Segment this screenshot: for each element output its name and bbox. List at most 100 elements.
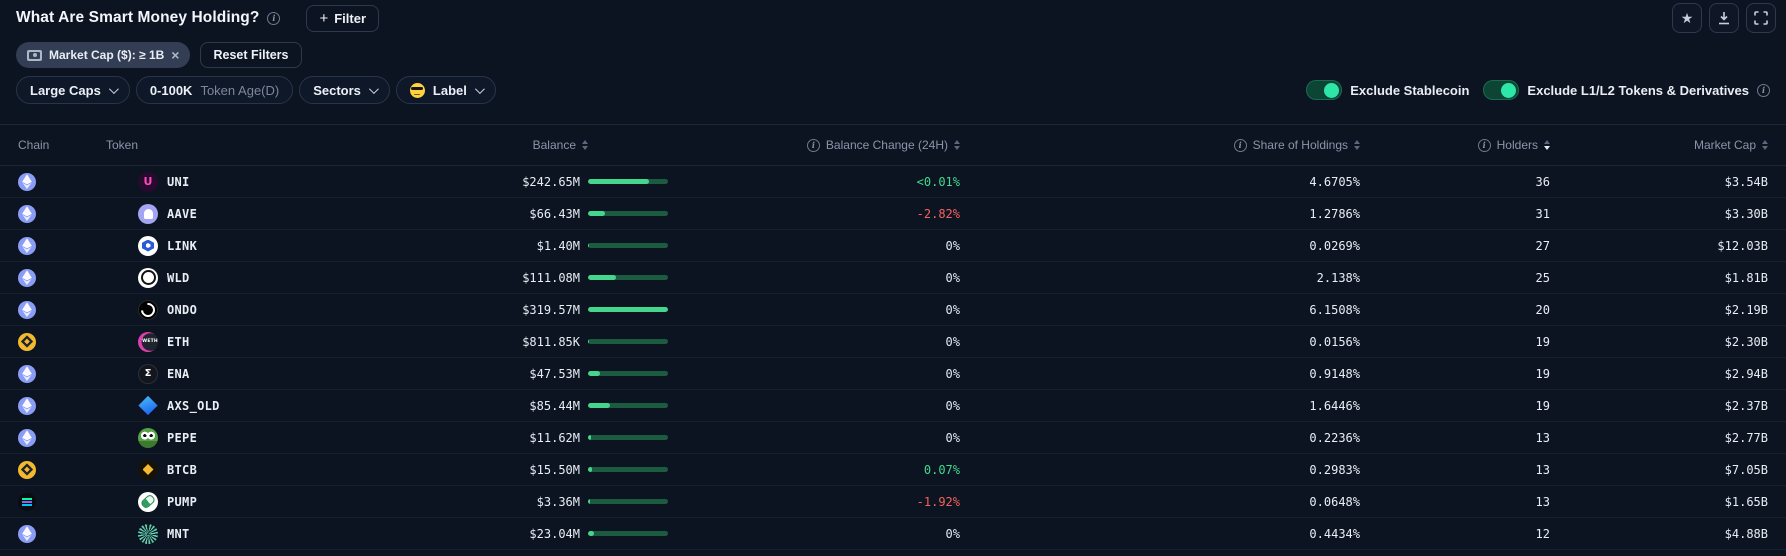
eth-token-icon [138,331,158,352]
info-icon[interactable]: i [1757,83,1770,97]
filter-chip-market-cap[interactable]: Market Cap ($): ≥ 1B × [16,42,191,68]
balance-change-value: 0% [945,334,960,349]
balance-value: $66.43M [529,206,580,221]
column-header-balance-change[interactable]: i Balance Change (24H) [668,138,960,152]
token-age-input[interactable]: 0-100K Token Age(D) [135,76,294,104]
table-row[interactable]: BTCB $15.50M 0.07% 0.2983% 13 $7.05B [0,454,1786,486]
balance-value: $811.85K [522,334,580,349]
share-of-holdings-value: 0.4434% [1309,526,1360,541]
holders-value: 20 [1535,302,1550,317]
info-icon: i [806,138,820,152]
balance-bar [588,467,668,472]
market-cap-value: $3.30B [1724,206,1768,221]
table-row[interactable]: WLD $111.08M 0% 2.138% 25 $1.81B [0,262,1786,294]
pepe-token-icon [138,427,158,448]
holders-value: 19 [1535,366,1550,381]
table-row[interactable]: PEPE $11.62M 0% 0.2236% 13 $2.77B [0,422,1786,454]
info-icon: i [1477,138,1491,152]
column-header-share-of-holdings[interactable]: i Share of Holdings [960,138,1360,152]
favorite-button[interactable]: ★ [1672,3,1702,33]
btcb-token-icon [138,459,158,480]
add-filter-button[interactable]: + Filter [306,4,380,32]
bnb-chain-icon [18,332,36,351]
table-row[interactable]: MNT $23.04M 0% 0.4434% 12 $4.88B [0,518,1786,550]
balance-bar [588,179,668,184]
balance-bar [588,275,668,280]
balance-change-value: 0% [945,526,960,541]
column-header-balance[interactable]: Balance [406,138,668,152]
balance-change-value: 0% [945,238,960,253]
share-of-holdings-value: 0.0156% [1309,334,1360,349]
share-of-holdings-value: 0.0648% [1309,494,1360,509]
market-cap-value: $7.05B [1724,462,1768,477]
sectors-dropdown[interactable]: Sectors [299,76,390,104]
market-cap-value: $12.03B [1717,238,1768,253]
share-of-holdings-value: 6.1508% [1309,302,1360,317]
table-row[interactable]: ONDO $319.57M 0% 6.1508% 20 $2.19B [0,294,1786,326]
market-cap-value: $3.54B [1724,174,1768,189]
column-header-holders[interactable]: i Holders [1360,138,1550,152]
download-button[interactable] [1709,3,1739,33]
token-symbol: BTCB [167,462,198,477]
ena-token-icon [138,363,158,384]
panel-actions: ★ [1672,3,1776,33]
title-info-icon[interactable]: i [267,11,281,25]
controls-row: Large Caps 0-100K Token Age(D) Sectors L… [0,68,1786,104]
holders-value: 25 [1535,270,1550,285]
ethereum-chain-icon [18,364,36,383]
table-row[interactable]: LINK $1.40M 0% 0.0269% 27 $12.03B [0,230,1786,262]
market-cap-value: $1.65B [1724,494,1768,509]
topbar: What Are Smart Money Holding? i + Filter… [0,0,1786,33]
remove-filter-icon[interactable]: × [171,47,180,63]
balance-bar [588,243,668,248]
holdings-table: Chain Token Balance i Balance Change (24… [0,124,1786,550]
market-cap-value: $2.19B [1724,302,1768,317]
page-title: What Are Smart Money Holding? [16,9,260,26]
table-row[interactable]: AXS_OLD $85.44M 0% 1.6446% 19 $2.37B [0,390,1786,422]
balance-change-value: 0% [945,398,960,413]
holders-value: 19 [1535,334,1550,349]
token-symbol: WLD [167,270,190,285]
column-header-market-cap[interactable]: Market Cap [1550,138,1786,152]
balance-bar [588,371,668,376]
label-dropdown[interactable]: Label [395,76,496,104]
holders-value: 12 [1535,526,1550,541]
balance-value: $11.62M [529,430,580,445]
solana-chain-icon [18,492,36,511]
exclude-l1l2-toggle[interactable] [1483,80,1520,100]
token-symbol: PUMP [167,494,198,509]
fullscreen-button[interactable] [1746,3,1776,33]
reset-filters-button[interactable]: Reset Filters [200,42,302,68]
active-filters-row: Market Cap ($): ≥ 1B × Reset Filters [0,33,1786,68]
holders-value: 13 [1535,430,1550,445]
holders-value: 36 [1535,174,1550,189]
uni-token-icon [138,171,158,192]
table-row[interactable]: AAVE $66.43M -2.82% 1.2786% 31 $3.30B [0,198,1786,230]
banknote-icon [27,49,42,61]
exclude-stablecoin-toggle[interactable] [1306,80,1343,100]
balance-value: $1.40M [536,238,580,253]
balance-change-value: 0% [945,270,960,285]
token-symbol: AXS_OLD [167,398,220,413]
token-symbol: UNI [167,174,190,189]
balance-bar [588,307,668,312]
balance-value: $319.57M [522,302,580,317]
table-row[interactable]: UNI $242.65M <0.01% 4.6705% 36 $3.54B [0,166,1786,198]
table-row[interactable]: PUMP $3.36M -1.92% 0.0648% 13 $1.65B [0,486,1786,518]
chevron-down-icon [474,83,485,94]
balance-value: $47.53M [529,366,580,381]
table-row[interactable]: ETH $811.85K 0% 0.0156% 19 $2.30B [0,326,1786,358]
toggle-controls: Exclude Stablecoin Exclude L1/L2 Tokens … [1306,80,1770,100]
share-of-holdings-value: 1.6446% [1309,398,1360,413]
exclude-l1l2-toggle-group: Exclude L1/L2 Tokens & Derivatives i [1483,80,1770,100]
sort-icon [1354,140,1360,150]
sort-icon [582,140,588,150]
balance-bar [588,531,668,536]
balance-value: $15.50M [529,462,580,477]
token-symbol: MNT [167,526,190,541]
share-of-holdings-value: 0.0269% [1309,238,1360,253]
table-row[interactable]: ENA $47.53M 0% 0.9148% 19 $2.94B [0,358,1786,390]
market-cap-segment-dropdown[interactable]: Large Caps [16,76,130,104]
table-header: Chain Token Balance i Balance Change (24… [0,125,1786,166]
balance-change-value: 0% [945,366,960,381]
